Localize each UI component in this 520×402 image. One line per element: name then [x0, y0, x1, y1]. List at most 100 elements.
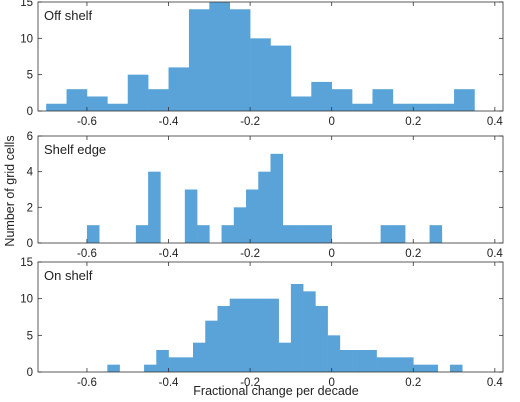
on-shelf-bar — [217, 306, 231, 372]
on-shelf-bar — [413, 364, 426, 372]
on-shelf-bar — [168, 357, 182, 372]
on-shelf-bar — [327, 335, 341, 372]
shelf-edge-x-tick-label: 0.2 — [405, 248, 421, 260]
shelf-edge-bar — [270, 153, 284, 243]
off-shelf-bar — [107, 103, 129, 111]
on-shelf-bar — [254, 298, 267, 372]
shelf-edge-bar — [429, 225, 443, 243]
off-shelf-bar — [168, 67, 190, 111]
shelf-edge-y-tick-label: 0 — [27, 238, 33, 250]
shelf-edge-bar — [233, 207, 247, 243]
off-shelf-x-tick-label: -0.2 — [240, 116, 260, 128]
shelf-edge-bar — [319, 225, 332, 243]
on-shelf-x-tick-label: 0.4 — [487, 377, 504, 389]
shelf-edge-y-tick-label: 4 — [27, 167, 34, 179]
shelf-edge-bar — [221, 225, 235, 243]
off-shelf-axes-frame — [37, 1, 504, 112]
off-shelf-bar — [331, 89, 353, 111]
shelf-edge-bar — [197, 225, 210, 243]
off-shelf-x-tick-label: 0.2 — [405, 116, 421, 128]
on-shelf-y-tick-label: 0 — [27, 367, 33, 379]
off-shelf-bar — [413, 103, 434, 111]
shelf-edge-bar — [246, 189, 259, 243]
off-shelf-x-tick-label: 0.4 — [487, 116, 504, 128]
x-axis-label: Fractional change per decade — [193, 384, 358, 398]
on-shelf-bar — [364, 350, 377, 372]
on-shelf-bar — [107, 364, 120, 372]
on-shelf-panel: -0.6 -0.4 -0.2 0 0.2 0.4 0 5 10 15 On shelf — [20, 257, 503, 389]
on-shelf-bar — [278, 342, 292, 372]
on-shelf-y-tick-label: 5 — [27, 330, 33, 342]
on-shelf-bar — [156, 350, 169, 372]
on-shelf-bar — [266, 298, 279, 372]
on-shelf-x-tick-label: 0.2 — [405, 377, 421, 389]
off-shelf-y-tick-label: 15 — [20, 0, 33, 9]
off-shelf-bar — [311, 81, 332, 111]
on-shelf-bar — [339, 350, 353, 372]
off-shelf-x-tick-label: 0 — [328, 116, 334, 128]
off-shelf-bar — [127, 74, 149, 111]
on-shelf-bar — [388, 357, 402, 372]
off-shelf-bar — [86, 96, 108, 111]
on-shelf-bar — [425, 364, 439, 372]
on-shelf-x-tick-label: -0.2 — [240, 377, 260, 389]
off-shelf-bar — [372, 89, 394, 111]
on-shelf-bar — [401, 357, 414, 372]
shelf-edge-x-tick-label: -0.6 — [77, 248, 97, 260]
off-shelf-bar — [188, 9, 210, 111]
on-shelf-bar — [352, 350, 365, 372]
shelf-edge-bar — [148, 171, 161, 243]
off-shelf-panel-title: Off shelf — [44, 8, 93, 23]
on-shelf-bar — [449, 364, 463, 372]
on-shelf-bar — [229, 298, 243, 372]
off-shelf-x-tick-label: -0.4 — [159, 116, 179, 128]
off-shelf-y-tick-label: 5 — [27, 70, 33, 82]
off-shelf-bar — [46, 103, 67, 111]
shelf-edge-panel-title: Shelf edge — [44, 142, 106, 157]
shelf-edge-bar — [86, 225, 100, 243]
on-shelf-x-tick-label: -0.6 — [77, 377, 97, 389]
off-shelf-bar — [66, 89, 88, 111]
off-shelf-bar — [392, 103, 414, 111]
on-shelf-bar — [241, 298, 255, 372]
shelf-edge-bar — [392, 225, 406, 243]
on-shelf-bar — [205, 320, 218, 372]
on-shelf-x-tick-label: -0.4 — [159, 377, 179, 389]
off-shelf-bar — [209, 2, 231, 111]
y-axis-label: Number of grid cells — [3, 135, 17, 246]
off-shelf-bar — [352, 103, 373, 111]
shelf-edge-x-tick-label: -0.2 — [240, 248, 260, 260]
off-shelf-panel: -0.6 -0.4 -0.2 0 0.2 0.4 0 5 10 15 Off shelf — [20, 0, 503, 128]
shelf-edge-bar — [282, 225, 296, 243]
on-shelf-bar — [303, 291, 316, 372]
shelf-edge-x-tick-label: 0.4 — [487, 248, 504, 260]
on-shelf-axes-frame — [37, 261, 504, 373]
on-shelf-bar — [180, 357, 194, 372]
off-shelf-bar — [270, 45, 292, 111]
shelf-edge-axes-frame — [37, 135, 504, 244]
off-shelf-bar — [454, 89, 475, 111]
off-shelf-y-tick-label: 10 — [20, 33, 33, 45]
off-shelf-x-tick-label: -0.6 — [77, 116, 97, 128]
off-shelf-bar — [250, 38, 271, 111]
on-shelf-bar — [144, 364, 157, 372]
on-shelf-bar — [290, 284, 304, 372]
on-shelf-bar — [376, 357, 390, 372]
off-shelf-bar — [433, 103, 455, 111]
on-shelf-panel-title: On shelf — [44, 268, 93, 283]
off-shelf-y-tick-label: 0 — [27, 106, 33, 118]
shelf-edge-x-tick-label: -0.4 — [159, 248, 179, 260]
off-shelf-bar — [148, 89, 169, 111]
on-shelf-x-tick-label: 0 — [328, 377, 334, 389]
shelf-edge-bar — [294, 225, 308, 243]
off-shelf-bar — [229, 9, 251, 111]
shelf-edge-y-tick-label: 2 — [27, 202, 33, 214]
on-shelf-y-tick-label: 10 — [20, 294, 33, 306]
shelf-edge-y-tick-label: 6 — [27, 131, 33, 143]
shelf-edge-x-tick-label: 0 — [328, 248, 334, 260]
shelf-edge-bar — [184, 189, 198, 243]
on-shelf-y-tick-label: 15 — [20, 257, 33, 269]
on-shelf-bar — [315, 306, 328, 372]
shelf-edge-bar — [307, 225, 320, 243]
